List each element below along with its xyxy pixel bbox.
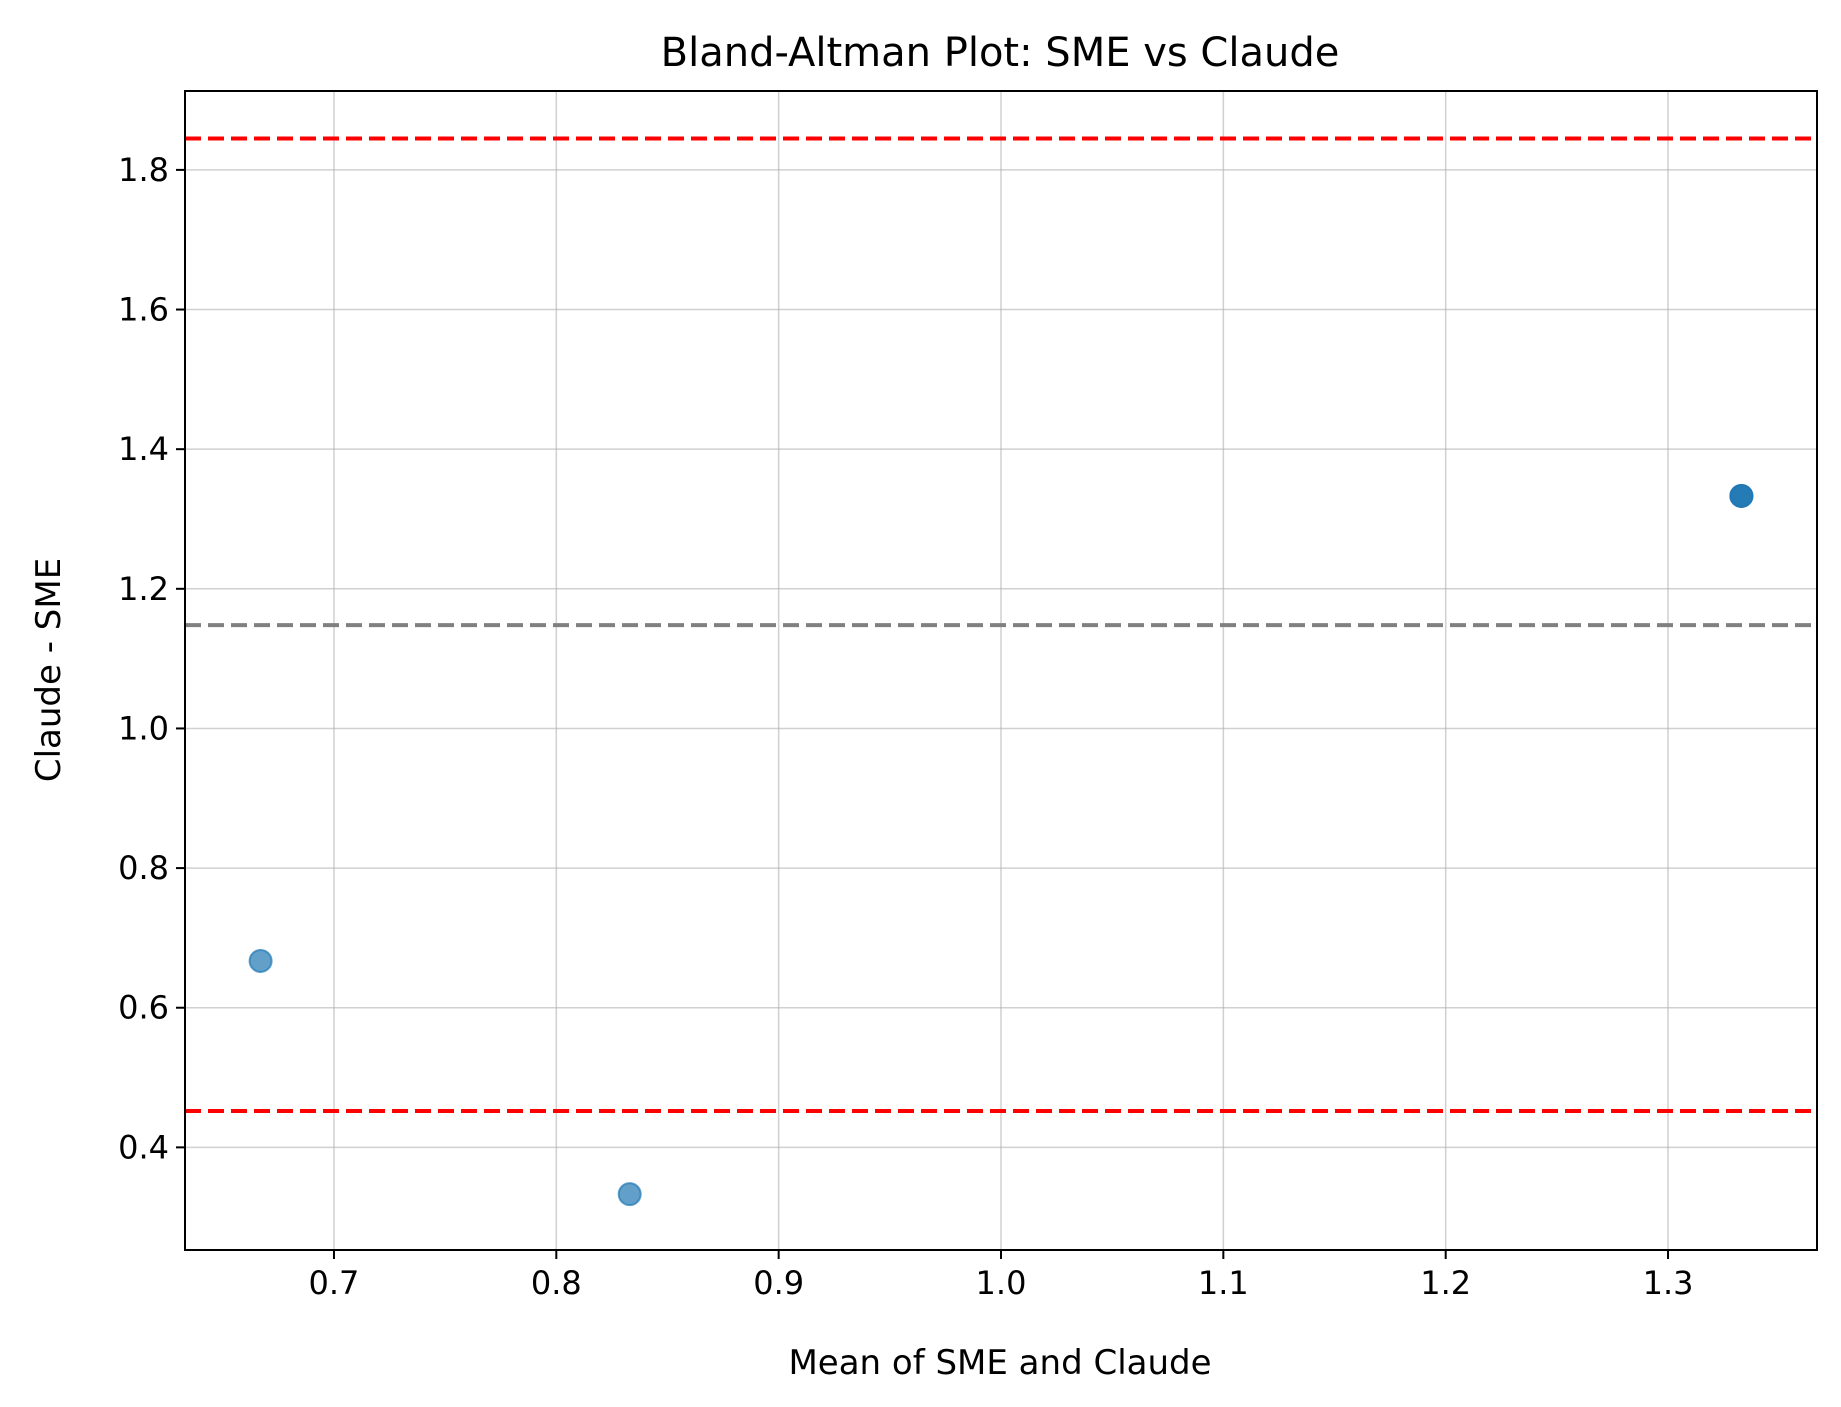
grid-lines [185,91,1817,1250]
x-tick-label: 0.7 [309,1264,360,1302]
x-tick-label: 1.2 [1420,1264,1471,1302]
y-tick-label: 1.2 [118,570,169,608]
y-tick-label: 1.6 [118,291,169,329]
y-axis-ticks: 0.4 0.6 0.8 1.0 1.2 1.4 1.6 1.8 [118,151,185,1166]
x-tick-label: 1.0 [976,1264,1027,1302]
x-tick-label: 1.3 [1643,1264,1694,1302]
x-tick-label: 0.8 [531,1264,582,1302]
chart-title: Bland-Altman Plot: SME vs Claude [661,30,1340,76]
x-axis-ticks: 0.7 0.8 0.9 1.0 1.1 1.2 1.3 [309,1250,1694,1302]
x-axis-label: Mean of SME and Claude [788,1343,1211,1383]
x-tick-label: 0.9 [753,1264,804,1302]
data-point [1729,483,1754,508]
y-tick-label: 1.0 [118,709,169,747]
data-point [248,948,273,973]
y-tick-label: 0.6 [118,989,169,1027]
data-points [248,483,1754,1207]
y-tick-label: 1.4 [118,430,169,468]
x-tick-label: 1.1 [1198,1264,1249,1302]
y-axis-label: Claude - SME [29,558,69,782]
y-tick-label: 1.8 [118,151,169,189]
y-tick-label: 0.4 [118,1128,169,1166]
y-tick-label: 0.8 [118,849,169,887]
data-point [617,1182,642,1207]
reference-lines [185,136,1817,1114]
